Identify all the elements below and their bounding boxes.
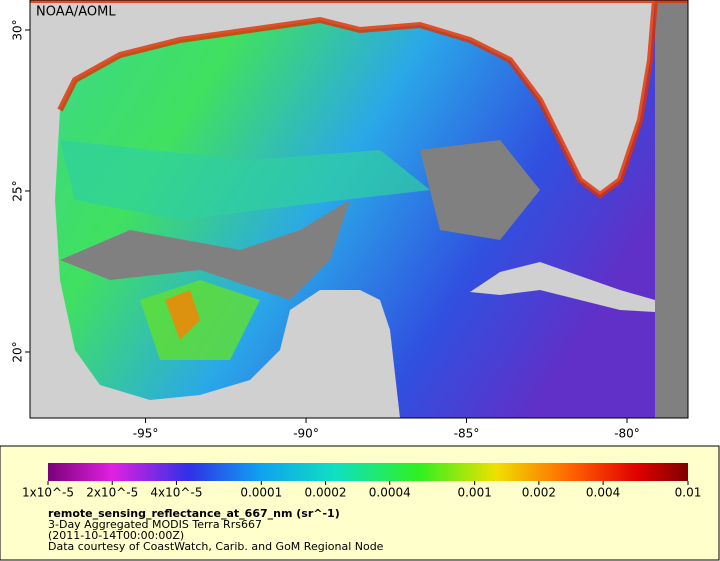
colorbar-label: 0.004 (586, 486, 620, 500)
legend-source: Data courtesy of CoastWatch, Carib. and … (48, 540, 384, 553)
credit: NOAA/AOML (36, 5, 116, 20)
x-tick-label: -80° (614, 427, 640, 441)
y-tick-label: 20° (11, 341, 25, 362)
colorbar-label: 0.0002 (305, 486, 347, 500)
colorbar-label: 0.002 (522, 486, 556, 500)
y-tick-label: 30° (11, 19, 25, 40)
x-tick-label: -85° (454, 427, 480, 441)
map: NOAA/AOML (29, 0, 689, 419)
legend-time: (2011-10-14T00:00:00Z) (48, 529, 184, 542)
colorbar-label: 1x10^-5 (22, 486, 74, 500)
legend-dataset: 3-Day Aggregated MODIS Terra Rrs667 (48, 518, 262, 531)
map-frame (29, 0, 689, 419)
colorbar-label: 4x10^-5 (150, 486, 202, 500)
colorbar-label: 0.001 (457, 486, 491, 500)
y-tick-label: 25° (11, 180, 25, 201)
colorbar-label: 2x10^-5 (86, 486, 138, 500)
x-tick-label: -95° (133, 427, 159, 441)
water-patch (60, 140, 430, 220)
legend-variable: remote_sensing_reflectance_at_667_nm (sr… (48, 507, 340, 520)
x-tick-label: -90° (293, 427, 319, 441)
land-us (30, 0, 688, 195)
cloud (60, 200, 350, 300)
colorbar (48, 463, 688, 481)
cloud (655, 0, 688, 418)
land-mexico (30, 110, 400, 418)
cloud (420, 140, 540, 240)
land-cuba (470, 262, 655, 312)
colorbar-label: 0.0004 (369, 486, 411, 500)
colorbar-label: 0.0001 (240, 486, 282, 500)
coastal-high (30, 0, 688, 199)
colorbar-label: 0.01 (675, 486, 702, 500)
water-patch (165, 290, 200, 340)
